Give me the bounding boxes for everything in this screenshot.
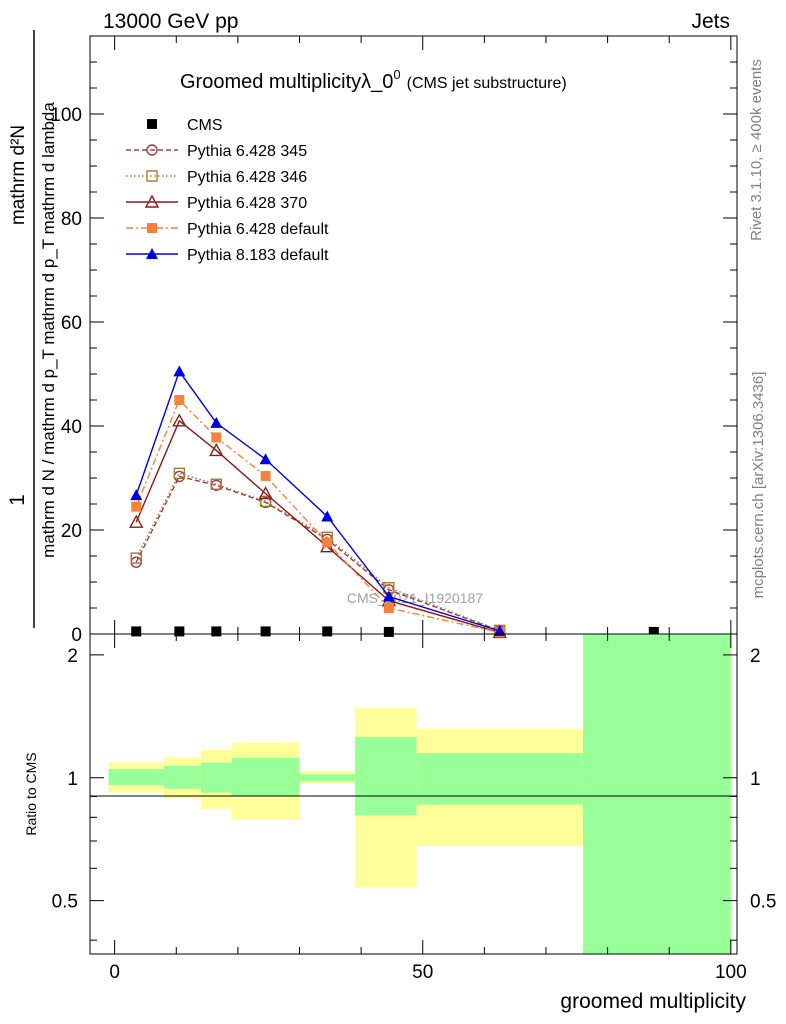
chart-subtitle: (CMS jet substructure) — [407, 75, 567, 92]
legend-label: Pythia 6.428 default — [187, 221, 329, 238]
header-energy: 13000 GeV pp — [103, 10, 238, 33]
ratio-frame — [89, 633, 738, 955]
data-point — [211, 626, 222, 637]
data-point — [174, 395, 185, 405]
ratio-axis-ticks — [90, 634, 737, 954]
series-0 — [131, 626, 659, 638]
legend-marker — [146, 144, 158, 156]
legend-marker — [147, 119, 157, 129]
x-tick-label: 50 — [412, 962, 433, 983]
legend-label: Pythia 8.183 default — [187, 247, 329, 264]
y-tick-label: 0 — [71, 625, 82, 646]
ratio-band-inner — [354, 736, 417, 816]
main-y-tick-labels: 0 20 40 60 80 100 — [50, 105, 82, 646]
legend-marker — [146, 248, 158, 259]
data-point — [322, 626, 333, 637]
x-tick-label: 100 — [715, 962, 747, 983]
data-point — [383, 626, 394, 637]
legend-label: Pythia 6.428 345 — [187, 143, 307, 160]
main-axis-ticks — [90, 36, 737, 635]
ratio-y-tick-label: 2 — [67, 646, 78, 667]
y-label-top: 1 — [6, 494, 29, 506]
y-label-denominator: mathrm d N / mathrm d p_T mathrm d p_T m… — [39, 102, 58, 558]
y-tick-label: 60 — [61, 313, 82, 334]
legend-label: Pythia 6.428 346 — [187, 169, 307, 186]
ratio-y-tick-label-right: 1 — [750, 769, 761, 790]
ratio-band-inner — [231, 757, 300, 797]
ratio-y-tick-label-right: 0.5 — [750, 892, 776, 913]
ratio-band-inner — [163, 765, 201, 789]
data-point — [174, 626, 185, 637]
data-point — [131, 501, 142, 512]
data-point — [172, 413, 187, 427]
y-tick-label: 40 — [61, 417, 82, 438]
data-point — [258, 486, 273, 500]
y-tick-label: 100 — [50, 105, 82, 126]
rivet-label: Rivet 3.1.10, ≥ 400k events — [748, 59, 765, 241]
data-point — [260, 470, 271, 481]
ratio-band-inner — [582, 634, 731, 954]
ratio-band-inner — [416, 752, 583, 805]
data-point — [322, 537, 333, 548]
data-point — [321, 510, 334, 522]
legend: CMS Pythia 6.428 345 Pythia 6.428 346 Pythi… — [126, 117, 329, 264]
series-line — [135, 472, 501, 632]
ratio-y-tick-labels: 0.5 0.5 1 1 2 2 — [52, 646, 777, 913]
data-point — [173, 467, 186, 480]
legend-marker — [146, 170, 158, 182]
mcplots-label: mcplots.cern.ch [arXiv:1306.3436] — [750, 372, 767, 599]
legend-label: Pythia 6.428 370 — [187, 195, 307, 212]
series-5 — [130, 365, 506, 636]
data-point — [648, 626, 659, 637]
header-process: Jets — [691, 10, 730, 33]
y-label-numerator: mathrm d²N — [8, 125, 29, 225]
ratio-band-inner — [108, 769, 164, 785]
y-tick-label: 20 — [61, 521, 82, 542]
ratio-y-tick-label: 0.5 — [52, 892, 78, 913]
legend-marker — [144, 194, 160, 208]
x-tick-labels: 0 50 100 — [109, 962, 746, 983]
series-2 — [130, 467, 506, 637]
chart-title: Groomed multiplicityλ_00 (CMS jet substru… — [180, 67, 567, 93]
data-point — [493, 624, 506, 636]
legend-label: CMS — [187, 117, 223, 134]
ratio-band-inner — [299, 774, 355, 782]
main-y-label: 1 mathrm d²N mathrm d N / mathrm d p_T m… — [6, 30, 58, 628]
series-line — [135, 475, 501, 632]
data-point — [382, 590, 395, 602]
ratio-y-label: Ratio to CMS — [23, 752, 39, 835]
data-point — [210, 478, 223, 490]
data-point — [130, 552, 142, 564]
x-tick-label: 0 — [109, 962, 120, 983]
data-point — [211, 432, 222, 443]
data-point — [173, 365, 186, 377]
chart-title-main: Groomed multiplicityλ_0 — [180, 71, 393, 93]
data-point — [259, 453, 272, 465]
chart-title-sup: 0 — [393, 67, 400, 82]
series-layer — [129, 365, 659, 639]
ratio-y-tick-label-right: 2 — [750, 646, 761, 667]
data-point — [209, 442, 224, 457]
data-point — [129, 514, 144, 528]
ratio-bands — [108, 634, 731, 954]
legend-marker — [147, 223, 157, 233]
data-point — [259, 495, 272, 508]
data-point — [383, 603, 394, 613]
ratio-band-inner — [200, 762, 232, 793]
y-tick-label: 80 — [61, 209, 82, 230]
ratio-y-tick-label: 1 — [67, 769, 78, 790]
data-point — [260, 626, 271, 637]
data-point — [210, 416, 223, 428]
x-axis-label: groomed multiplicity — [560, 990, 746, 1013]
ratio-panel: 0.5 0.5 1 1 2 2 0 50 100 Ratio to CMS groomed m… — [23, 633, 777, 1013]
data-point — [130, 489, 143, 501]
data-point — [131, 626, 142, 637]
